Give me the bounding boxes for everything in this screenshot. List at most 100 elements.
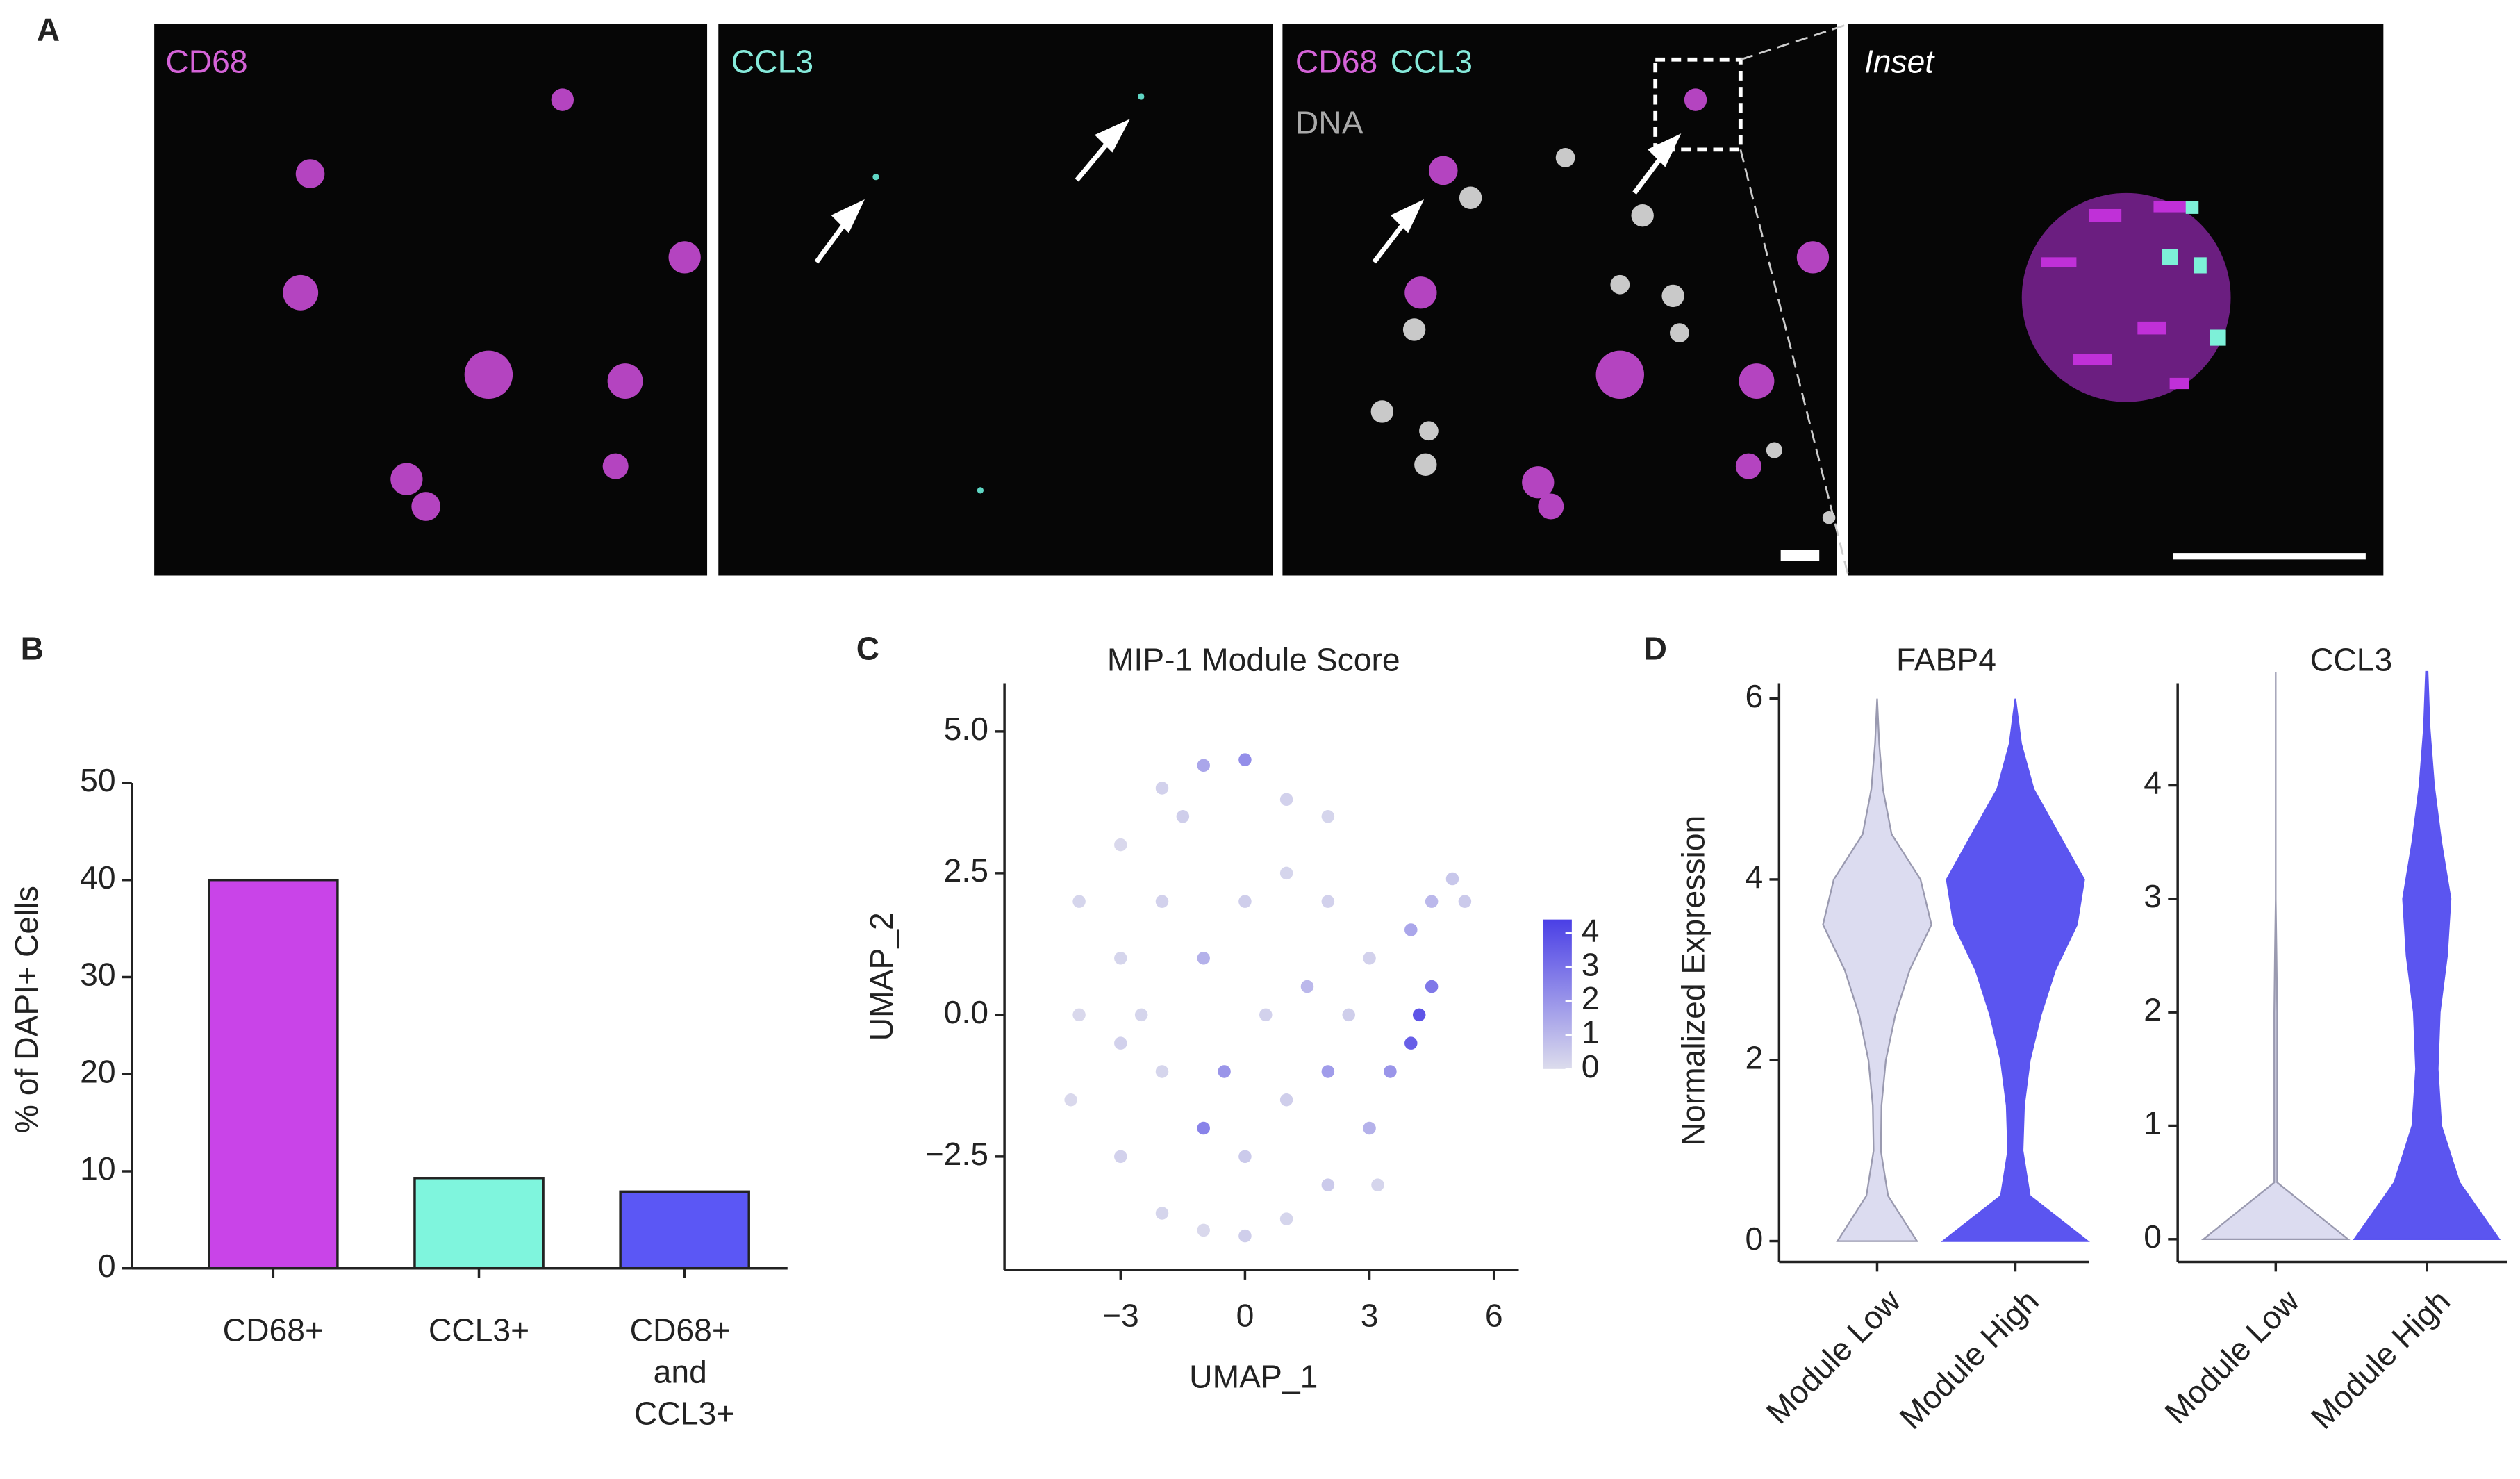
x-tick-label: Module High — [2304, 1282, 2457, 1435]
point — [1425, 895, 1439, 908]
y-tick-label: 0 — [1745, 1221, 1763, 1257]
point — [1412, 1008, 1426, 1022]
point — [1155, 1207, 1169, 1220]
point — [1458, 895, 1472, 908]
x-tick-label: CD68+ and CCL3+ — [630, 1312, 740, 1432]
point — [1321, 1178, 1335, 1191]
y-tick-label: 40 — [80, 859, 115, 895]
image-label-part: DNA — [1295, 105, 1363, 141]
x-tick-label: Module Low — [2158, 1282, 2307, 1431]
x-tick-label-line: CCL3+ — [634, 1396, 735, 1432]
panel-a-layout — [154, 23, 2384, 576]
point — [1404, 1036, 1418, 1050]
x-tick-label: −3 — [1102, 1298, 1139, 1334]
y-tick-label: 20 — [80, 1053, 115, 1089]
x-tick-label: 3 — [1361, 1298, 1379, 1334]
point — [1342, 1008, 1355, 1022]
point — [1238, 895, 1252, 908]
point — [1197, 1121, 1210, 1135]
image-cd68 — [154, 24, 708, 576]
panel-label: D — [1643, 630, 1666, 666]
violin — [2200, 672, 2351, 1241]
point — [1363, 1121, 1376, 1135]
chart-title: MIP-1 Module Score — [1107, 642, 1400, 678]
colorbar-tick-label: 0 — [1582, 1048, 1600, 1084]
point — [1384, 1065, 1397, 1078]
point — [1279, 866, 1293, 880]
point — [1176, 810, 1190, 823]
panel-label: C — [856, 630, 879, 666]
inset-cell — [2021, 192, 2231, 402]
x-tick-label-line: CD68+ — [630, 1312, 740, 1348]
y-tick-label: 30 — [80, 957, 115, 993]
scale-bar — [1780, 550, 1820, 561]
point — [1197, 952, 1210, 965]
image-label: CCL3 — [731, 44, 813, 80]
image-ccl3 — [718, 24, 1273, 576]
image-label-part: CCL3 — [731, 44, 813, 80]
violin — [1822, 698, 1932, 1242]
point — [1300, 980, 1314, 993]
point — [1238, 753, 1252, 766]
image-label: DNA — [1295, 105, 1363, 141]
x-tick-label: CCL3+ — [429, 1312, 529, 1348]
point — [1218, 1065, 1231, 1078]
colorbar-tick-label: 1 — [1582, 1014, 1600, 1050]
colorbar-tick-label: 3 — [1582, 946, 1600, 982]
y-tick-label: 0 — [2144, 1218, 2162, 1255]
x-tick-label: Module High — [1893, 1282, 2046, 1435]
x-axis-label: UMAP_1 — [1189, 1359, 1318, 1395]
y-tick-label: 2 — [1745, 1039, 1763, 1075]
x-tick-label: 6 — [1485, 1298, 1503, 1334]
colorbar-tick-label: 2 — [1582, 980, 1600, 1016]
violin — [1941, 698, 2090, 1242]
point — [1445, 872, 1459, 886]
y-axis-label: % of DAPI+ Cells — [8, 886, 44, 1133]
y-tick-label: 3 — [2144, 878, 2162, 914]
bar — [619, 1190, 750, 1270]
point — [1404, 923, 1418, 936]
chart-title: FABP4 — [1896, 642, 1996, 678]
point — [1072, 895, 1086, 908]
y-tick-label: 6 — [1745, 678, 1763, 714]
point — [1279, 793, 1293, 807]
image-label: CD68 CCL3 — [1295, 44, 1473, 80]
point — [1279, 1093, 1293, 1107]
point — [1279, 1212, 1293, 1225]
image-merge — [1282, 24, 1837, 576]
colorbar-tick-label: 4 — [1582, 912, 1600, 948]
bar — [208, 878, 339, 1270]
point — [1155, 895, 1169, 908]
y-axis-label: Normalized Expression — [1675, 816, 1711, 1146]
y-tick-label: 0.0 — [944, 994, 988, 1030]
cells-merge — [1370, 88, 1836, 524]
point — [1197, 759, 1210, 772]
point — [1114, 1150, 1127, 1164]
panel-label: A — [37, 12, 60, 48]
image-label-part: CCL3 — [1391, 44, 1473, 80]
point — [1238, 1229, 1252, 1243]
cells-cd68 — [283, 88, 701, 521]
point — [1114, 838, 1127, 852]
point — [1321, 810, 1335, 823]
scale-bar — [2173, 553, 2366, 560]
point — [1114, 1036, 1127, 1050]
point — [1155, 1065, 1169, 1078]
chart-title: CCL3 — [2310, 642, 2392, 678]
y-tick-label: 10 — [80, 1150, 115, 1187]
image-label: CD68 — [165, 44, 247, 80]
x-tick-label-line: and — [654, 1354, 716, 1390]
y-tick-label: 4 — [1745, 859, 1763, 895]
x-tick-label: CD68+ — [223, 1312, 324, 1348]
point — [1155, 782, 1169, 795]
y-tick-label: 1 — [2144, 1105, 2162, 1141]
point — [1425, 980, 1439, 993]
point — [1064, 1093, 1077, 1107]
panel-label: B — [21, 630, 44, 666]
point — [1197, 1223, 1210, 1237]
point — [1259, 1008, 1273, 1022]
y-tick-label: 5.0 — [944, 711, 988, 747]
bar — [413, 1177, 545, 1270]
cells-ccl3 — [872, 93, 1145, 494]
